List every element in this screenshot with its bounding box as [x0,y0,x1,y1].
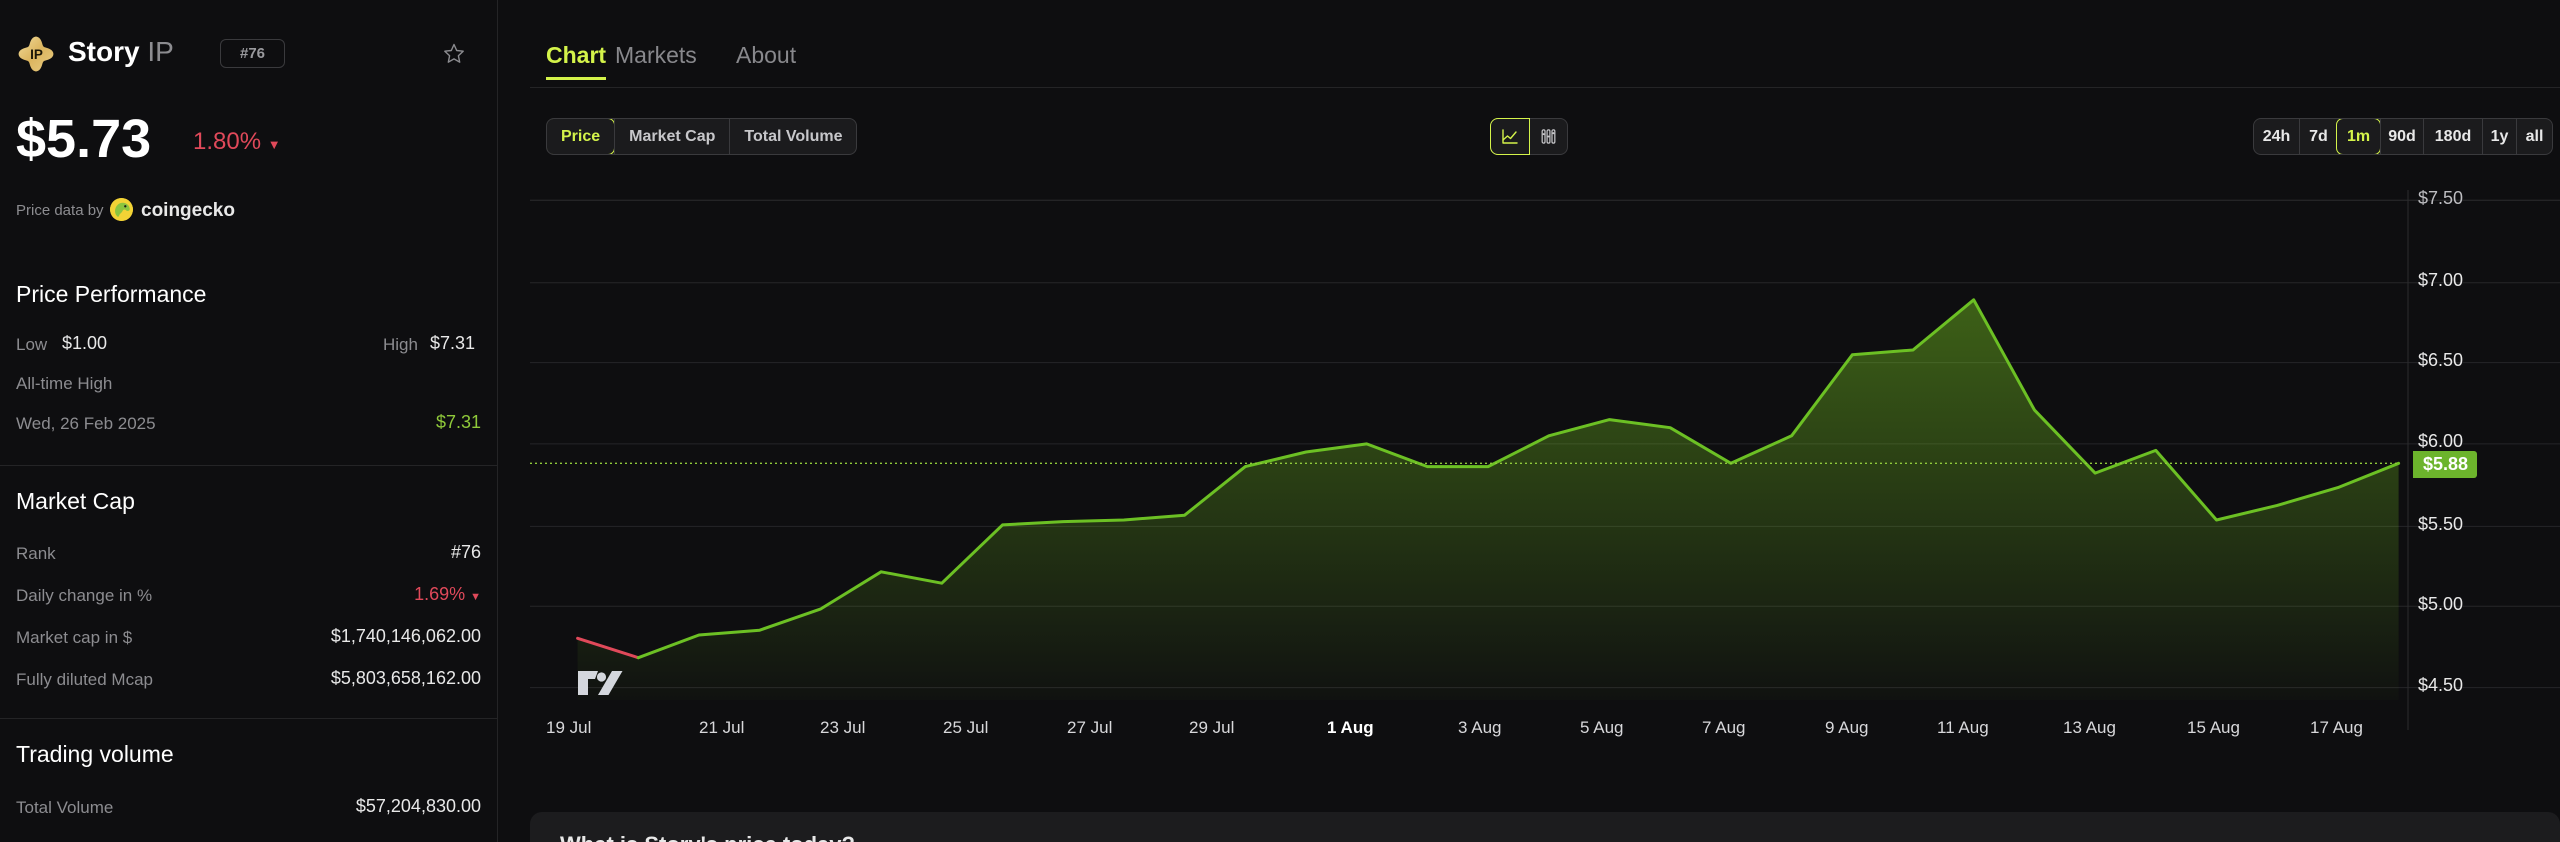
svg-text:IP: IP [30,47,43,62]
